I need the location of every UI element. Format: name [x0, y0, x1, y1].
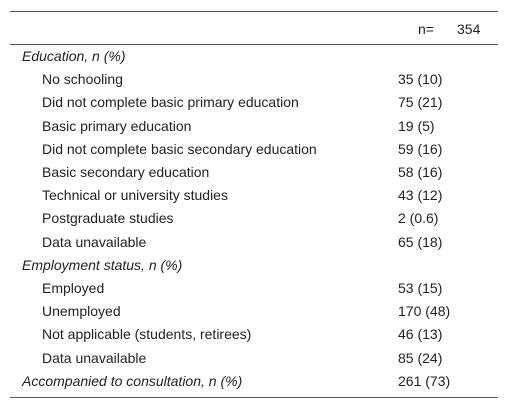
header-rule — [10, 44, 498, 45]
n-value: 354 — [457, 21, 481, 37]
row-value: 58 (16) — [398, 164, 443, 180]
row-label: Did not complete basic primary education — [42, 94, 299, 111]
row-label: Basic primary education — [42, 117, 192, 134]
row-label: No schooling — [42, 71, 123, 88]
row-label: Technical or university studies — [42, 187, 228, 204]
row-label: Not applicable (students, retirees) — [42, 326, 252, 343]
row-label: Basic secondary education — [42, 164, 210, 180]
row-label: Unemployed — [42, 303, 121, 320]
row-value: 2 (0.6) — [398, 210, 439, 227]
row-value: 35 (10) — [398, 71, 443, 88]
row-value: 59 (16) — [398, 140, 443, 157]
row-value: 85 (24) — [398, 349, 443, 366]
top-rule — [10, 11, 498, 12]
row-value: 46 (13) — [398, 326, 443, 343]
row-value: 19 (5) — [398, 117, 435, 134]
row-value: 53 (15) — [398, 280, 443, 296]
row-value: 170 (48) — [398, 303, 451, 320]
row-label: Employed — [42, 280, 105, 296]
row-value: 65 (18) — [398, 233, 443, 250]
row-label: Postgraduate studies — [42, 210, 174, 227]
summary-label: Accompanied to consultation, n (%) — [22, 372, 243, 389]
row-value: 75 (21) — [398, 94, 443, 111]
row-label: Did not complete basic secondary educati… — [42, 140, 317, 157]
row-label: Data unavailable — [42, 349, 147, 366]
row-label: Data unavailable — [42, 233, 147, 250]
summary-value: 261 (73) — [398, 372, 451, 389]
section-title: Employment status, n (%) — [22, 256, 183, 273]
bottom-rule — [10, 397, 498, 398]
n-label: n= — [418, 21, 434, 37]
section-title: Education, n (%) — [22, 48, 126, 64]
row-value: 43 (12) — [398, 187, 443, 204]
